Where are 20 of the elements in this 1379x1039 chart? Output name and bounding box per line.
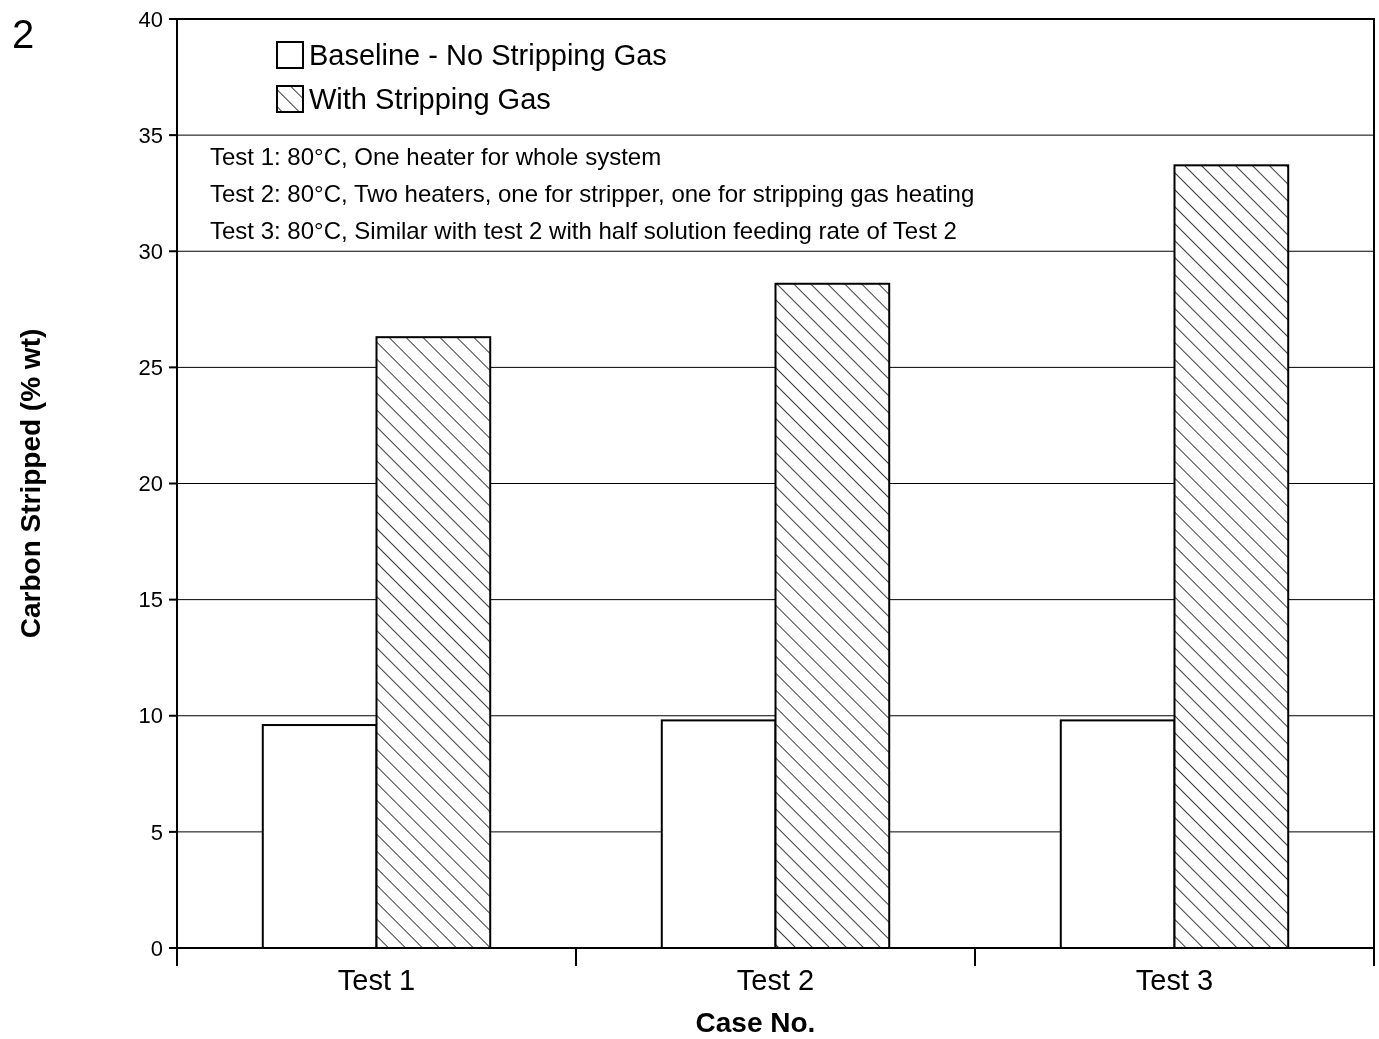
x-tick-label: Test 2 <box>736 964 815 996</box>
y-tick-label: 5 <box>150 819 163 845</box>
annotation: Test 2: 80°C, Two heaters, one for stripper, one for stripping gas heating <box>210 180 975 208</box>
x-axis-title: Case No. <box>695 1007 816 1038</box>
annotation: Test 3: 80°C, Similar with test 2 with half solution feeding rate of Test 2 <box>210 217 957 245</box>
y-tick-label: 0 <box>150 935 163 961</box>
y-tick-label: 15 <box>138 587 163 613</box>
annotation: Test 1: 80°C, One heater for whole system <box>210 143 662 171</box>
x-tick-label: Test 3 <box>1135 964 1214 996</box>
text: 2 <box>12 12 35 56</box>
y-tick-label: 25 <box>138 355 163 381</box>
y-tick-label: 10 <box>138 703 163 729</box>
y-tick-label: 20 <box>138 471 163 497</box>
x-tick-label: Test 1 <box>337 964 416 996</box>
y-axis-title: Carbon Stripped (% wt) <box>15 328 46 639</box>
y-tick-label: 35 <box>138 122 163 148</box>
legend-label: With Stripping Gas <box>309 83 551 116</box>
y-tick-label: 30 <box>138 238 163 264</box>
y-tick-label: 40 <box>138 6 163 32</box>
legend-label: Baseline - No Stripping Gas <box>309 39 667 72</box>
